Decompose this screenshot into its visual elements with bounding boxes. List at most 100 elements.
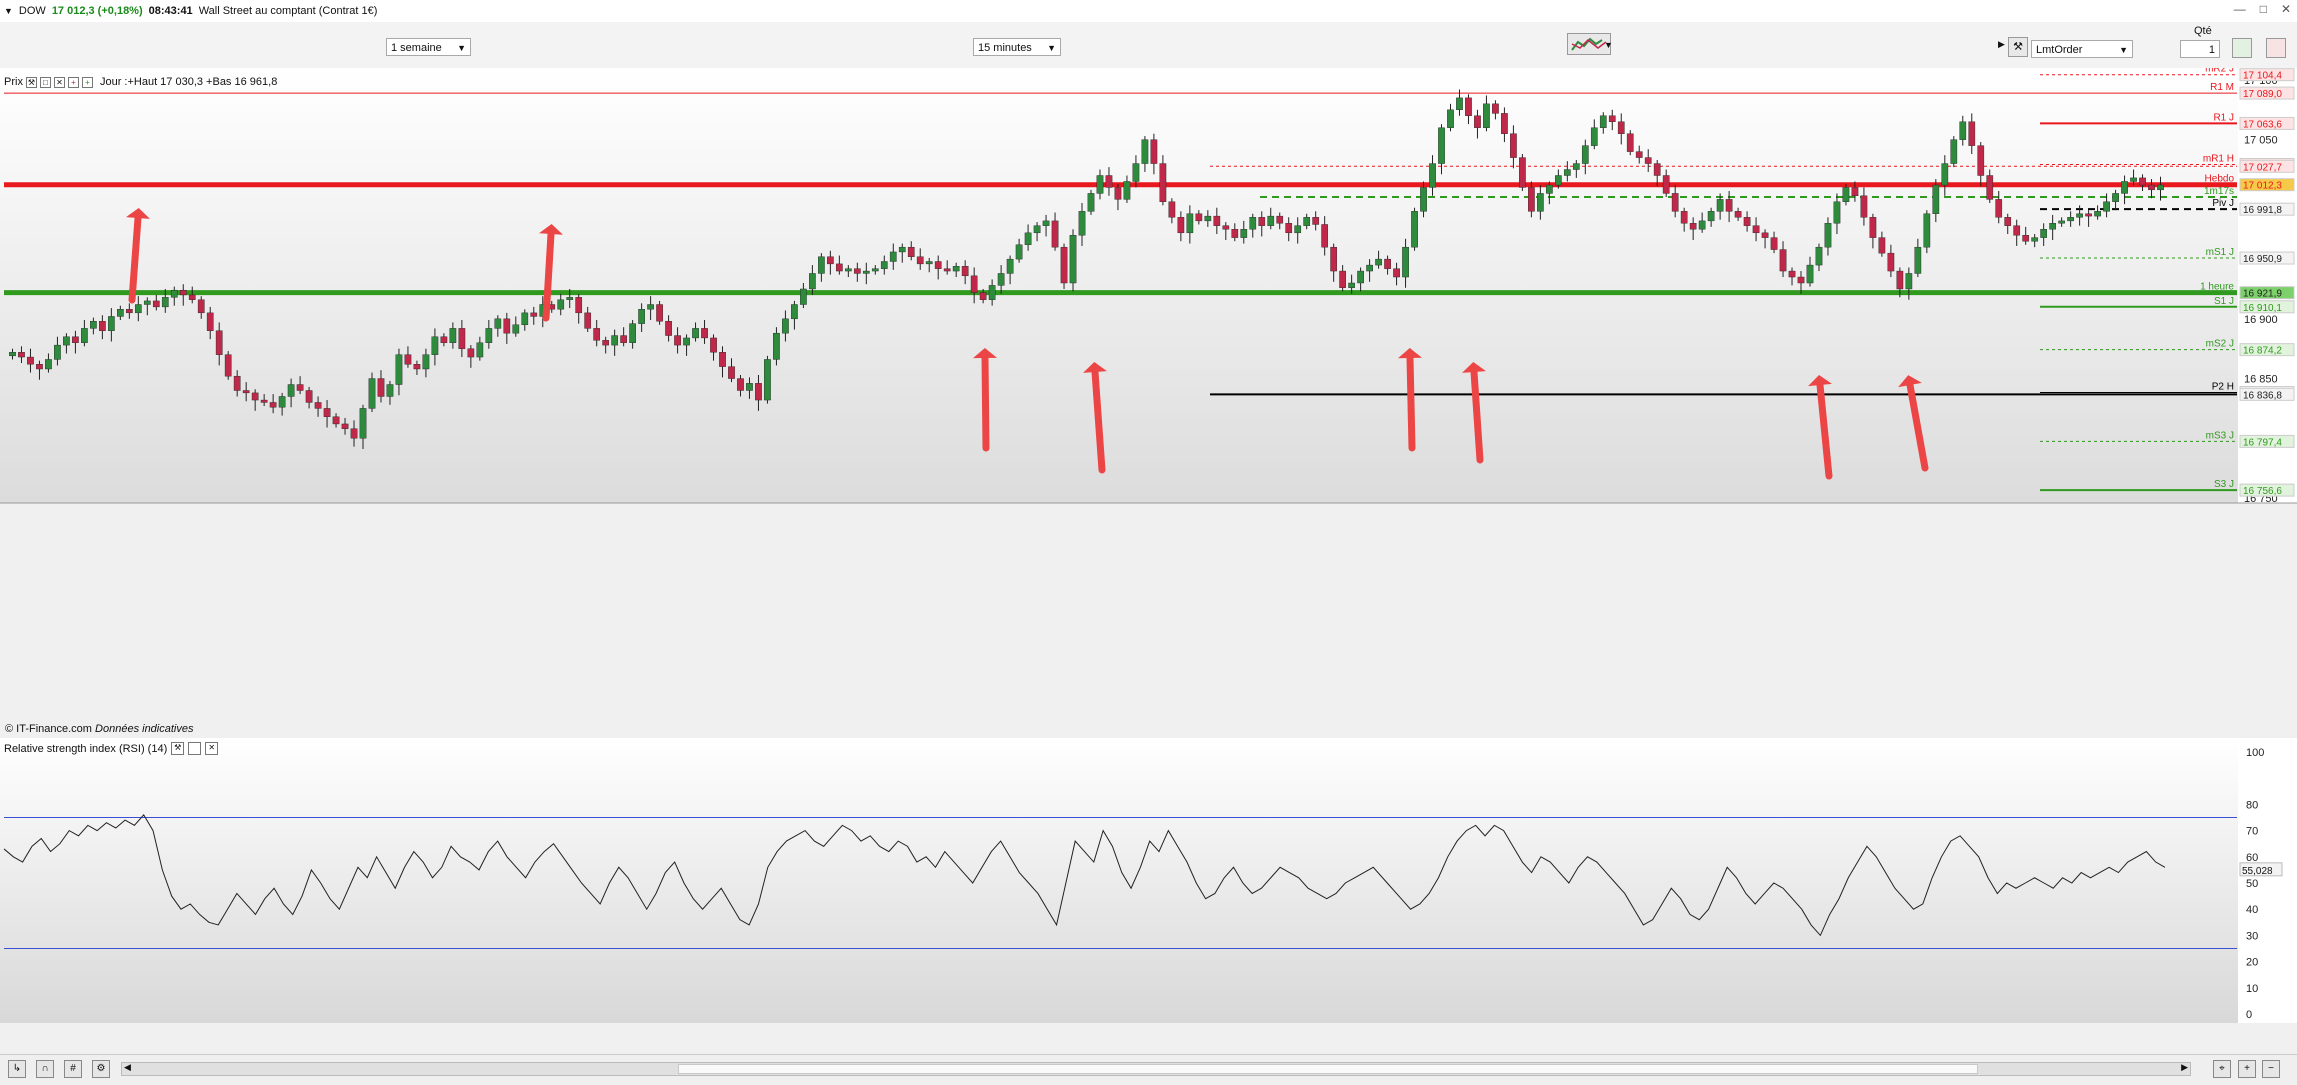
grid-icon[interactable]: #: [64, 1060, 82, 1078]
scroll-left-icon[interactable]: ◀: [124, 1062, 131, 1072]
window-icon[interactable]: [188, 742, 202, 755]
reset-zoom-icon[interactable]: ⌖: [2213, 1060, 2231, 1078]
wrench-icon[interactable]: ⚒: [25, 76, 37, 88]
candle-down: [1896, 270, 1904, 290]
chevron-down-icon[interactable]: ▼: [1604, 40, 1613, 50]
candle-down: [1725, 199, 1733, 212]
candle-down: [1051, 220, 1059, 248]
close-icon[interactable]: ✕: [205, 742, 219, 755]
candle-down: [1168, 201, 1176, 218]
zoom-out-icon[interactable]: −: [2262, 1060, 2280, 1078]
candle-up: [1707, 211, 1715, 222]
maximize-icon[interactable]: □: [2259, 2, 2267, 16]
candle-down: [332, 416, 340, 425]
period-select[interactable]: 1 semaine ▼: [386, 38, 471, 56]
candle-down: [1626, 133, 1634, 152]
arrow-down-icon: [539, 224, 563, 322]
candle-up: [1438, 127, 1445, 164]
candle-down: [27, 356, 34, 365]
symbol-label: DOW: [18, 5, 46, 17]
menu-chevron-icon[interactable]: ▼: [4, 6, 13, 16]
candle-up: [1078, 211, 1086, 236]
price-tag-box: [2239, 251, 2295, 265]
level-name: 1m17s: [2204, 186, 2234, 197]
arrow-up-icon: [1398, 348, 1422, 452]
candle-down: [99, 321, 106, 331]
candle-down: [1105, 175, 1113, 188]
close-icon[interactable]: ✕: [53, 76, 65, 88]
green-plus-icon[interactable]: +: [81, 76, 93, 88]
wrench-icon[interactable]: ⚒: [171, 742, 185, 755]
candle-up: [1240, 229, 1248, 238]
settings-icon[interactable]: ⚙: [92, 1060, 110, 1078]
candle-down: [251, 392, 259, 401]
candle-up: [1546, 184, 1553, 194]
y-tick-label: 16 850: [2244, 374, 2278, 386]
candle-down: [18, 352, 25, 358]
close-icon[interactable]: ✕: [2280, 2, 2291, 16]
scroll-thumb[interactable]: [678, 1064, 1978, 1074]
candle-up: [782, 318, 789, 334]
candle-up: [997, 273, 1005, 286]
buy-order-icon[interactable]: [2232, 38, 2252, 58]
candle-down: [1474, 115, 1481, 128]
price-tag-box: [2239, 483, 2295, 497]
window-icon[interactable]: □: [39, 76, 51, 88]
cursor-tool-icon[interactable]: ↳: [8, 1060, 26, 1078]
scroll-right-icon[interactable]: ▶: [2181, 1062, 2188, 1072]
credit-note: Données indicatives: [95, 723, 194, 735]
interval-select[interactable]: 15 minutes ▼: [973, 38, 1061, 56]
candle-down: [1752, 225, 1760, 234]
data-credit: © IT-Finance.com Données indicatives: [5, 723, 193, 735]
candle-down: [2004, 217, 2012, 226]
panel-collapse-icon[interactable]: ▶: [1998, 39, 2005, 49]
candle-down: [1393, 268, 1400, 278]
candle-down: [602, 340, 610, 346]
candle-up: [683, 337, 690, 346]
sell-order-icon[interactable]: [2266, 38, 2286, 58]
candle-down: [674, 335, 681, 346]
candle-down: [1653, 163, 1661, 176]
minimize-icon[interactable]: —: [2233, 2, 2246, 16]
red-plus-icon[interactable]: +: [67, 76, 79, 88]
candle-up: [1015, 244, 1023, 260]
candle-up: [2040, 229, 2048, 238]
candle-up: [1581, 145, 1589, 164]
candle-up: [692, 328, 699, 339]
candle-up: [2067, 217, 2074, 222]
price-tag-box: [2239, 343, 2295, 357]
candle-down: [179, 289, 187, 296]
candle-down: [1159, 163, 1167, 202]
candle-down: [916, 256, 924, 265]
wrench-icon[interactable]: ⚒: [2008, 37, 2028, 57]
candle-down: [242, 390, 250, 394]
candle-down: [1510, 133, 1517, 158]
level-name: R1 J: [2213, 112, 2234, 123]
qty-input[interactable]: 1: [2180, 40, 2220, 58]
candle-up: [1348, 282, 1355, 288]
candle-up: [116, 309, 124, 317]
candle-up: [800, 288, 807, 305]
candle-up: [629, 323, 636, 343]
candle-down: [1339, 270, 1346, 288]
candle-down: [1986, 175, 1994, 200]
zoom-in-icon[interactable]: +: [2238, 1060, 2256, 1078]
time-scrollbar[interactable]: ◀ ▶: [121, 1062, 2191, 1076]
magnet-icon[interactable]: ∩: [36, 1060, 54, 1078]
candle-down: [206, 312, 214, 331]
candle-down: [2013, 225, 2021, 236]
candle-down: [1878, 237, 1886, 254]
candle-up: [1249, 217, 1257, 230]
chart-style-button[interactable]: [1567, 33, 1611, 55]
candle-up: [818, 256, 825, 274]
order-type-select[interactable]: LmtOrder ▼: [2031, 40, 2133, 58]
candle-down: [1644, 157, 1652, 164]
candle-up: [1204, 215, 1212, 222]
candle-down: [1788, 270, 1796, 278]
candle-up: [143, 300, 151, 305]
candle-up: [1141, 139, 1149, 164]
rsi-title: Relative strength index (RSI) (14): [4, 742, 168, 755]
rsi-tick-label: 40: [2246, 904, 2258, 916]
